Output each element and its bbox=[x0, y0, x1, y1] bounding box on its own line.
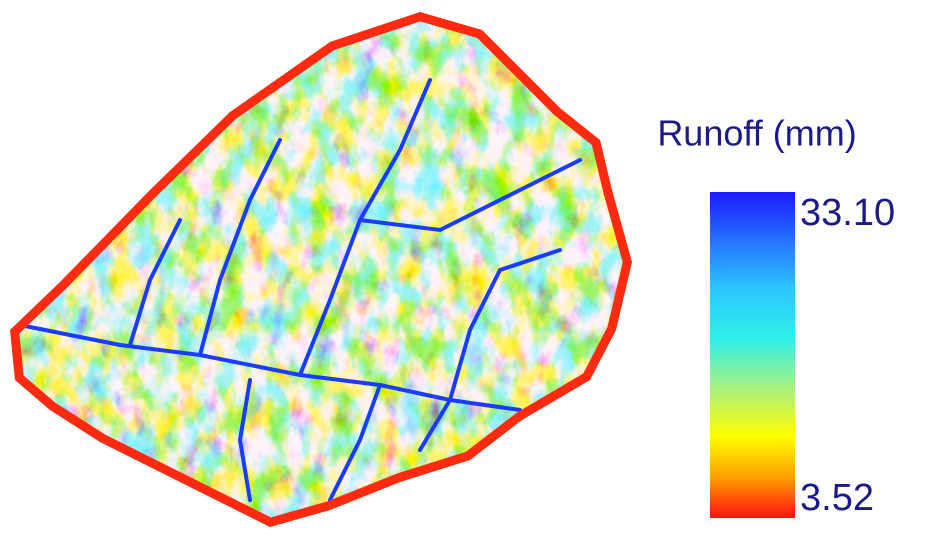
colorbar-ticks: 33.10 3.52 bbox=[800, 192, 895, 519]
legend-title: Runoff (mm) bbox=[657, 113, 856, 154]
runoff-raster bbox=[0, 0, 640, 537]
page: {"legend": {"title": "Runoff (mm)", "tic… bbox=[0, 0, 925, 537]
colorbar bbox=[710, 192, 795, 518]
map-figure: Runoff (mm) 33.10 3.52 bbox=[0, 0, 925, 537]
legend: Runoff (mm) 33.10 3.52 bbox=[657, 113, 895, 520]
colorbar-tick-label: 3.52 bbox=[800, 477, 874, 519]
colorbar-tick-label: 33.10 bbox=[800, 192, 895, 234]
watershed-map bbox=[0, 0, 640, 537]
